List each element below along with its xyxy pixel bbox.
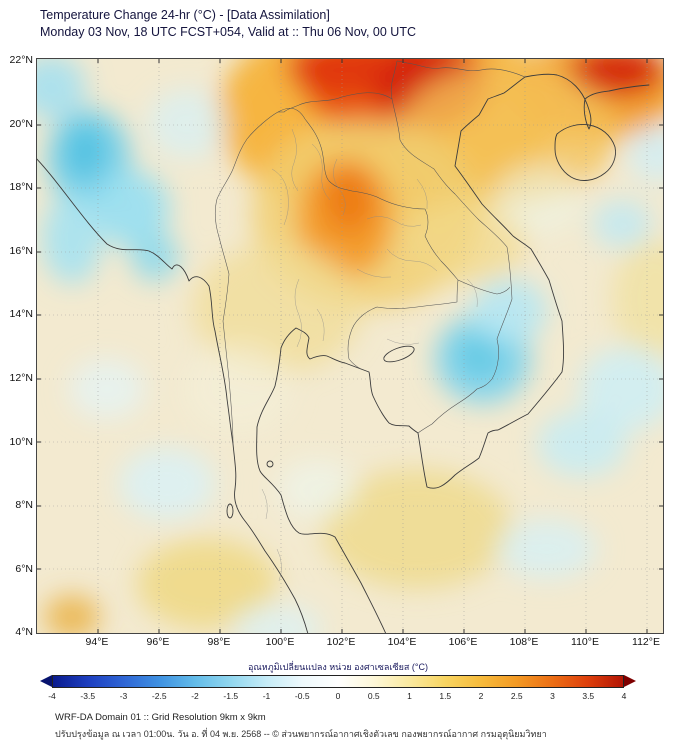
colorbar <box>40 675 636 688</box>
y-axis-tick-label: 10°N <box>9 436 33 448</box>
map-title: Temperature Change 24-hr (°C) - [Data As… <box>40 8 330 22</box>
x-axis-tick-label: 108°E <box>509 636 539 648</box>
colorbar-tick: 3 <box>550 691 555 701</box>
grid-lines <box>37 59 663 633</box>
coastline <box>37 73 650 633</box>
y-axis-tick-label: 16°N <box>9 245 33 257</box>
y-axis-tick-label: 20°N <box>9 118 33 130</box>
colorbar-tick: -1 <box>262 691 271 701</box>
colorbar-tick: -4 <box>48 691 56 701</box>
colorbar-label: อุณหภูมิเปลี่ยนแปลง หน่วย องศาเซลเซียส (… <box>248 662 428 672</box>
colorbar-tick: 2.5 <box>510 691 523 701</box>
x-axis-tick-label: 110°E <box>571 636 599 648</box>
x-axis-tick-label: 100°E <box>265 636 295 648</box>
x-axis-tick-label: 96°E <box>146 636 170 648</box>
x-axis-tick-label: 112°E <box>632 636 660 648</box>
colorbar-tick: 0.5 <box>367 691 380 701</box>
country-borders <box>214 60 526 445</box>
colorbar-tick: 4 <box>621 691 627 701</box>
colorbar-tick: -0.5 <box>294 691 310 701</box>
map-subtitle: Monday 03 Nov, 18 UTC FCST+054, Valid at… <box>40 25 416 39</box>
credit-line: ปรับปรุงข้อมูล ณ เวลา 01:00น. วัน อ. ที่… <box>55 729 547 739</box>
colorbar-tick: 3.5 <box>582 691 595 701</box>
temperature-field <box>37 59 663 633</box>
y-axis-tick-label: 22°N <box>9 54 33 66</box>
colorbar-tick: -3.5 <box>80 691 96 701</box>
colorbar-tick: -3 <box>119 691 128 701</box>
colorbar-tick: -2 <box>191 691 199 701</box>
x-axis-tick-label: 104°E <box>387 636 417 648</box>
colorbar-left-arrow-icon <box>40 675 52 687</box>
colorbar-tick: -2.5 <box>151 691 167 701</box>
model-info-line: WRF-DA Domain 01 :: Grid Resolution 9km … <box>55 712 266 723</box>
axis-ticks <box>37 59 663 633</box>
y-axis-tick-label: 12°N <box>9 372 33 384</box>
y-axis-tick-label: 6°N <box>15 563 33 575</box>
colorbar-tick: 0 <box>335 691 341 701</box>
y-axis-tick-label: 8°N <box>15 499 33 511</box>
x-axis-tick-label: 102°E <box>326 636 356 648</box>
colorbar-tick-labels: -4 -3.5 -3 -2.5 -2 -1.5 -1 -0.5 0 0.5 1 … <box>48 691 627 703</box>
colorbar-tick: -1.5 <box>223 691 239 701</box>
map-canvas <box>37 59 663 633</box>
y-axis-tick-label: 18°N <box>9 181 33 193</box>
colorbar-tick: 2 <box>478 691 484 701</box>
colorbar-tick: 1.5 <box>439 691 452 701</box>
map-plot <box>36 58 664 634</box>
x-axis-tick-label: 94°E <box>85 636 109 648</box>
x-axis-tick-label: 98°E <box>207 636 231 648</box>
colorbar-tick: 1 <box>407 691 412 701</box>
y-axis-tick-label: 4°N <box>15 626 33 638</box>
colorbar-gradient <box>52 675 624 688</box>
y-axis-tick-label: 14°N <box>9 308 33 320</box>
colorbar-right-arrow-icon <box>624 675 636 687</box>
x-axis-tick-label: 106°E <box>448 636 478 648</box>
province-borders <box>261 128 478 582</box>
